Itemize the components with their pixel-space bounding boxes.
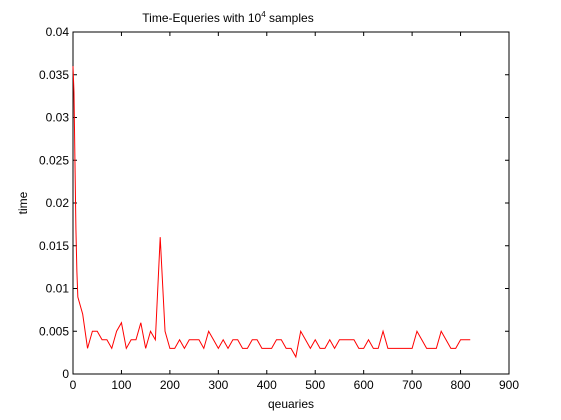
x-tick-label: 800: [451, 378, 471, 392]
y-tick-label: 0.04: [46, 25, 70, 39]
x-tick-label: 600: [354, 378, 374, 392]
chart-title-main: Time-Equeries with 10: [142, 11, 261, 25]
x-tick-label: 900: [499, 378, 519, 392]
y-tick-label: 0.01: [46, 282, 70, 296]
x-tick-label: 500: [305, 378, 325, 392]
chart-title-superscript: 4: [261, 10, 266, 19]
chart-title: Time-Equeries with 104 samples: [142, 10, 313, 25]
x-tick-label: 300: [208, 378, 228, 392]
y-tick-label: 0.035: [39, 68, 69, 82]
x-tick-label: 200: [160, 378, 180, 392]
chart-title-suffix: samples: [266, 11, 314, 25]
series-layer: [72, 66, 471, 359]
y-axis: 0 0.005 0.01 0.015 0.02 0.025 0.03 0.035 0.04: [39, 25, 509, 381]
x-tick-label: 0: [70, 378, 77, 392]
series-line: [72, 66, 471, 359]
y-tick-label: 0.025: [39, 153, 69, 167]
y-tick-label: 0.02: [46, 196, 70, 210]
y-tick-label: 0.015: [39, 239, 69, 253]
plot-area: [72, 31, 510, 375]
x-axis: 0 100 200 300 400 500 600 700 800 900: [70, 32, 519, 392]
x-axis-label: qeuaries: [268, 397, 314, 411]
y-axis-label: time: [16, 191, 30, 214]
y-tick-label: 0: [62, 367, 69, 381]
x-tick-label: 100: [111, 378, 131, 392]
x-tick-label: 400: [257, 378, 277, 392]
x-tick-label: 700: [402, 378, 422, 392]
y-tick-label: 0.005: [39, 324, 69, 338]
y-tick-label: 0.03: [46, 111, 70, 125]
